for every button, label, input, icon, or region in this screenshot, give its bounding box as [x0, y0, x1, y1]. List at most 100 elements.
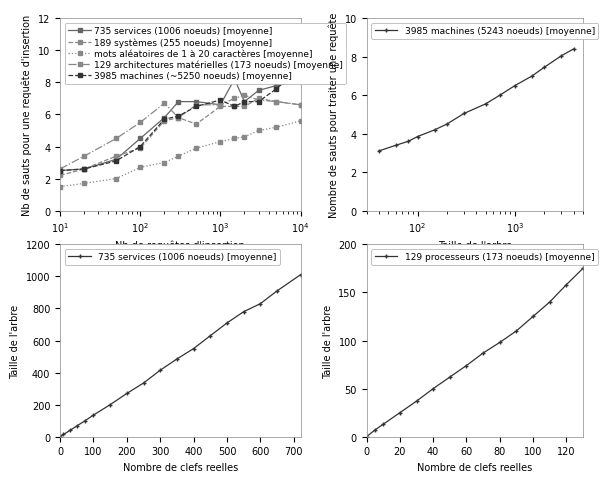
3985 machines (~5250 noeuds) [moyenne]	[231, 104, 238, 110]
129 processeurs (173 noeuds) [moyenne]	[413, 398, 420, 404]
129 processeurs (173 noeuds) [moyenne]	[546, 300, 554, 305]
189 systèmes (255 noeuds) [moyenne]	[273, 99, 280, 105]
3985 machines (~5250 noeuds) [moyenne]	[112, 159, 120, 165]
129 processeurs (173 noeuds) [moyenne]	[496, 340, 504, 346]
Line: 735 services (1006 noeuds) [moyenne]: 735 services (1006 noeuds) [moyenne]	[58, 78, 302, 173]
129 processeurs (173 noeuds) [moyenne]	[396, 410, 403, 416]
189 systèmes (255 noeuds) [moyenne]	[81, 167, 88, 172]
189 systèmes (255 noeuds) [moyenne]	[231, 104, 238, 110]
735 services (1006 noeuds) [moyenne]	[231, 77, 238, 83]
129 processeurs (173 noeuds) [moyenne]	[513, 328, 520, 334]
3985 machines (~5250 noeuds) [moyenne]	[56, 168, 64, 174]
Text: a: a	[175, 253, 185, 268]
Legend: 3985 machines (5243 noeuds) [moyenne]: 3985 machines (5243 noeuds) [moyenne]	[371, 24, 599, 40]
735 services (1006 noeuds) [moyenne]	[224, 320, 231, 326]
189 systèmes (255 noeuds) [moyenne]	[297, 103, 304, 108]
3985 machines (~5250 noeuds) [moyenne]	[241, 99, 248, 105]
Y-axis label: Taille de l'arbre: Taille de l'arbre	[10, 304, 20, 378]
735 services (1006 noeuds) [moyenne]	[160, 116, 168, 121]
189 systèmes (255 noeuds) [moyenne]	[193, 122, 200, 128]
3985 machines (~5250 noeuds) [moyenne]	[217, 98, 224, 104]
735 services (1006 noeuds) [moyenne]	[257, 301, 264, 307]
735 services (1006 noeuds) [moyenne]	[140, 380, 147, 386]
189 systèmes (255 noeuds) [moyenne]	[160, 119, 168, 124]
mots aléatoires de 1 à 20 caractères [moyenne]	[241, 135, 248, 141]
735 services (1006 noeuds) [moyenne]	[106, 402, 114, 408]
mots aléatoires de 1 à 20 caractères [moyenne]	[56, 184, 64, 190]
Line: 3985 machines (~5250 noeuds) [moyenne]: 3985 machines (~5250 noeuds) [moyenne]	[58, 67, 302, 173]
129 processeurs (173 noeuds) [moyenne]	[430, 386, 437, 392]
Line: 735 services (1006 noeuds) [moyenne]: 735 services (1006 noeuds) [moyenne]	[58, 273, 302, 439]
mots aléatoires de 1 à 20 caractères [moyenne]	[231, 136, 238, 142]
3985 machines (5243 noeuds) [moyenne]	[375, 149, 382, 155]
129 processeurs (173 noeuds) [moyenne]	[529, 314, 537, 320]
Line: 3985 machines (5243 noeuds) [moyenne]: 3985 machines (5243 noeuds) [moyenne]	[377, 48, 576, 154]
mots aléatoires de 1 à 20 caractères [moyenne]	[81, 181, 88, 187]
735 services (1006 noeuds) [moyenne]	[273, 84, 280, 89]
mots aléatoires de 1 à 20 caractères [moyenne]	[297, 119, 304, 124]
129 architectures matérielles (173 noeuds) [moyenne]	[193, 103, 200, 108]
189 systèmes (255 noeuds) [moyenne]	[255, 96, 262, 102]
735 services (1006 noeuds) [moyenne]	[90, 412, 97, 418]
189 systèmes (255 noeuds) [moyenne]	[241, 104, 248, 110]
129 architectures matérielles (173 noeuds) [moyenne]	[273, 99, 280, 105]
735 services (1006 noeuds) [moyenne]	[136, 136, 144, 142]
129 processeurs (173 noeuds) [moyenne]	[579, 266, 587, 272]
735 services (1006 noeuds) [moyenne]	[255, 88, 262, 94]
189 systèmes (255 noeuds) [moyenne]	[136, 146, 144, 152]
735 services (1006 noeuds) [moyenne]	[157, 368, 164, 373]
129 processeurs (173 noeuds) [moyenne]	[480, 350, 487, 356]
735 services (1006 noeuds) [moyenne]	[60, 432, 67, 437]
129 architectures matérielles (173 noeuds) [moyenne]	[297, 103, 304, 108]
735 services (1006 noeuds) [moyenne]	[297, 272, 304, 278]
Y-axis label: Nombre de sauts pour traiter une requête: Nombre de sauts pour traiter une requête	[329, 13, 339, 217]
735 services (1006 noeuds) [moyenne]	[240, 309, 248, 315]
129 processeurs (173 noeuds) [moyenne]	[371, 427, 379, 433]
3985 machines (5243 noeuds) [moyenne]	[511, 84, 519, 89]
3985 machines (~5250 noeuds) [moyenne]	[273, 87, 280, 93]
X-axis label: Nb de requêtes d'insertion: Nb de requêtes d'insertion	[115, 240, 245, 251]
129 architectures matérielles (173 noeuds) [moyenne]	[81, 154, 88, 160]
735 services (1006 noeuds) [moyenne]	[193, 99, 200, 105]
X-axis label: Nombre de clefs reelles: Nombre de clefs reelles	[417, 462, 532, 472]
Legend: 735 services (1006 noeuds) [moyenne]: 735 services (1006 noeuds) [moyenne]	[65, 249, 280, 265]
735 services (1006 noeuds) [moyenne]	[173, 356, 180, 362]
3985 machines (~5250 noeuds) [moyenne]	[136, 144, 144, 150]
129 architectures matérielles (173 noeuds) [moyenne]	[56, 167, 64, 172]
3985 machines (~5250 noeuds) [moyenne]	[193, 104, 200, 110]
3985 machines (5243 noeuds) [moyenne]	[443, 122, 450, 128]
3985 machines (5243 noeuds) [moyenne]	[496, 93, 504, 99]
129 processeurs (173 noeuds) [moyenne]	[463, 363, 470, 369]
3985 machines (~5250 noeuds) [moyenne]	[297, 66, 304, 72]
735 services (1006 noeuds) [moyenne]	[241, 99, 248, 105]
189 systèmes (255 noeuds) [moyenne]	[217, 104, 224, 110]
129 processeurs (173 noeuds) [moyenne]	[446, 374, 453, 380]
Legend: 735 services (1006 noeuds) [moyenne], 189 systèmes (255 noeuds) [moyenne], mots : 735 services (1006 noeuds) [moyenne], 18…	[65, 24, 346, 84]
3985 machines (5243 noeuds) [moyenne]	[528, 74, 535, 80]
735 services (1006 noeuds) [moyenne]	[297, 79, 304, 84]
3985 machines (5243 noeuds) [moyenne]	[404, 139, 412, 145]
3985 machines (5243 noeuds) [moyenne]	[392, 143, 400, 149]
735 services (1006 noeuds) [moyenne]	[123, 391, 130, 396]
3985 machines (5243 noeuds) [moyenne]	[570, 47, 577, 53]
3985 machines (5243 noeuds) [moyenne]	[558, 54, 565, 60]
3985 machines (~5250 noeuds) [moyenne]	[255, 99, 262, 105]
735 services (1006 noeuds) [moyenne]	[190, 346, 197, 352]
735 services (1006 noeuds) [moyenne]	[207, 333, 214, 339]
735 services (1006 noeuds) [moyenne]	[175, 99, 182, 105]
189 systèmes (255 noeuds) [moyenne]	[175, 116, 182, 121]
mots aléatoires de 1 à 20 caractères [moyenne]	[175, 154, 182, 160]
mots aléatoires de 1 à 20 caractères [moyenne]	[160, 160, 168, 166]
3985 machines (5243 noeuds) [moyenne]	[460, 111, 468, 117]
Line: 189 systèmes (255 noeuds) [moyenne]: 189 systèmes (255 noeuds) [moyenne]	[58, 97, 302, 178]
X-axis label: Nombre de clefs reelles: Nombre de clefs reelles	[123, 462, 238, 472]
3985 machines (5243 noeuds) [moyenne]	[482, 102, 489, 108]
735 services (1006 noeuds) [moyenne]	[67, 428, 74, 433]
735 services (1006 noeuds) [moyenne]	[112, 157, 120, 163]
Y-axis label: Nb de sauts pour une requête d'insertion: Nb de sauts pour une requête d'insertion	[22, 15, 32, 216]
735 services (1006 noeuds) [moyenne]	[73, 423, 81, 429]
735 services (1006 noeuds) [moyenne]	[81, 167, 88, 172]
Text: d: d	[470, 479, 480, 480]
129 processeurs (173 noeuds) [moyenne]	[380, 421, 387, 427]
Text: c: c	[176, 479, 185, 480]
